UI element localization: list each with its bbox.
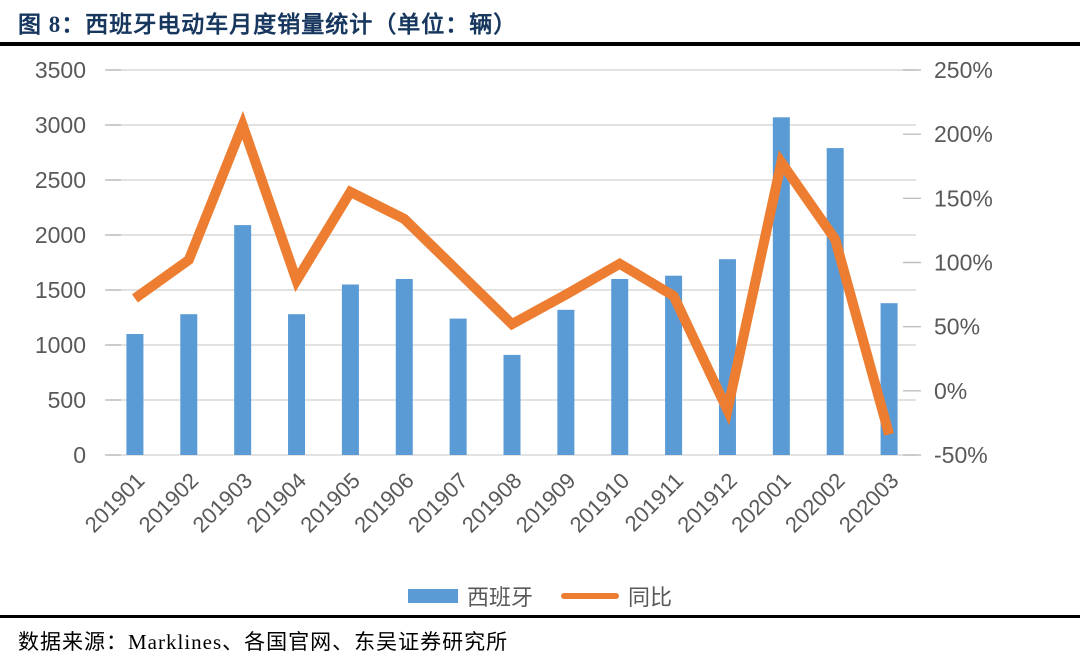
x-axis-label-201902: 201902 <box>134 468 204 538</box>
x-axis-label-201908: 201908 <box>457 468 527 538</box>
x-axis-label-201910: 201910 <box>565 468 635 538</box>
x-axis-label-201905: 201905 <box>295 468 365 538</box>
legend-bar-swatch-icon <box>407 589 458 603</box>
x-axis-label-201904: 201904 <box>241 468 311 538</box>
x-axis-label-201912: 201912 <box>672 468 742 538</box>
right-axis-tick-label: 100% <box>934 250 993 276</box>
bar-201904 <box>288 314 306 455</box>
bar-201907 <box>449 318 467 455</box>
right-axis-tick-label: 150% <box>934 185 993 211</box>
right-axis-tick-label: 50% <box>934 314 980 340</box>
x-axis-label-201903: 201903 <box>188 468 258 538</box>
bar-201901 <box>126 334 144 455</box>
left-axis-tick-label: 2500 <box>35 167 86 193</box>
x-axis-label-202003: 202003 <box>834 468 904 538</box>
title-divider <box>0 42 1080 46</box>
legend-line-swatch-icon <box>561 593 619 599</box>
legend-label-yoy: 同比 <box>628 585 673 610</box>
x-axis-label-201907: 201907 <box>403 468 473 538</box>
x-axis-label-202002: 202002 <box>780 468 850 538</box>
x-axis-label-201901: 201901 <box>80 468 150 538</box>
legend-label-spain: 西班牙 <box>466 585 533 610</box>
left-axis-tick-label: 2000 <box>35 222 86 248</box>
bar-201905 <box>341 284 359 455</box>
left-axis-tick-label: 3500 <box>35 57 86 83</box>
bar-201908 <box>503 354 521 455</box>
right-axis-tick-label: 250% <box>934 57 993 83</box>
left-axis-tick-label: 3000 <box>35 112 86 138</box>
x-axis-label-201909: 201909 <box>511 468 581 538</box>
yoy-line <box>132 110 894 436</box>
right-axis-tick-label: 0% <box>934 378 967 404</box>
footer-divider <box>0 615 1080 618</box>
x-axis-label-201906: 201906 <box>349 468 419 538</box>
right-axis-tick-label: -50% <box>934 442 988 468</box>
bar-201902 <box>180 314 198 455</box>
data-source: 数据来源：Marklines、各国官网、东吴证券研究所 <box>18 630 509 654</box>
left-axis-tick-label: 0 <box>73 442 86 468</box>
right-axis-tick-label: 200% <box>934 121 993 147</box>
left-axis-tick-label: 1000 <box>35 332 86 358</box>
bar-201909 <box>557 309 575 455</box>
bar-201911 <box>665 275 683 455</box>
figure-title: 图 8：西班牙电动车月度销量统计（单位：辆） <box>18 12 518 37</box>
bar-201910 <box>611 279 629 455</box>
bar-201912 <box>718 259 736 455</box>
bar-202002 <box>826 148 844 455</box>
left-axis-tick-label: 1500 <box>35 277 86 303</box>
legend-item-yoy: 同比 <box>561 580 672 612</box>
x-axis-label-202001: 202001 <box>726 468 796 538</box>
bar-201906 <box>395 279 413 455</box>
legend-item-spain: 西班牙 <box>407 580 533 612</box>
legend: 西班牙 同比 <box>0 580 1080 612</box>
left-axis-tick-label: 500 <box>48 387 86 413</box>
bar-201903 <box>234 225 252 455</box>
